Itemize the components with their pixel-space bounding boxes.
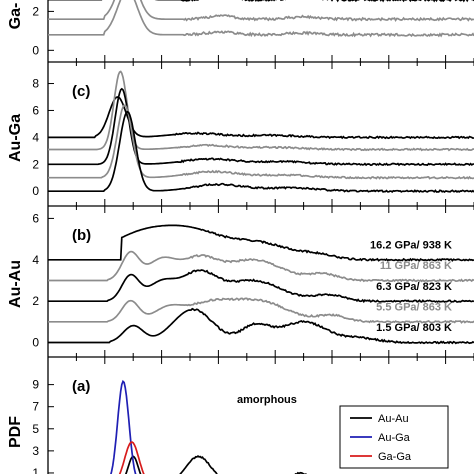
panel-label: (c) (72, 83, 90, 100)
series-line (48, 0, 474, 3)
series-line (48, 307, 474, 345)
panel-au-ga: 0 2 4 6 8 Au-Ga (c) (7, 61, 474, 206)
y-tick-label: 0 (32, 184, 39, 198)
y-tick-label: 4 (32, 130, 39, 144)
series-annotation: 1.5 GPa/ 803 K (376, 322, 452, 334)
panel-label: (b) (72, 227, 91, 244)
series-line (48, 0, 474, 38)
y-tick-label: 1 (32, 466, 39, 474)
y-tick-label: 3 (32, 444, 39, 458)
legend-entry: Au-Au (378, 413, 409, 425)
y-tick-label: 5 (32, 422, 39, 436)
y-axis-label: Ga- (7, 3, 24, 30)
series-line (48, 0, 474, 22)
legend-entry: Ga-Ga (378, 451, 412, 463)
series-line (48, 224, 474, 262)
y-tick-label: 6 (32, 211, 39, 225)
series-annotation: 6.3 GPa/ 823 K (376, 281, 452, 293)
series-line (48, 104, 474, 180)
series-line (48, 70, 474, 152)
y-axis-label: Au-Au (7, 260, 24, 308)
y-tick-label: 0 (32, 43, 39, 57)
y-tick-label: 2 (32, 157, 39, 171)
legend-entry: Au-Ga (378, 432, 411, 444)
series-line (48, 87, 474, 167)
panel-au-au: 0 2 4 6 Au-Au (b) 16.2 GPa/ 938 K 11 GPa/ 863 K… (7, 205, 474, 357)
y-tick-label: 8 (32, 77, 39, 91)
series-annotation: 5.5 GPa/ 863 K (376, 301, 452, 313)
y-axis-label: Au-Ga (7, 114, 24, 162)
y-tick-label: 0 (32, 336, 39, 350)
y-tick-label: 6 (32, 103, 39, 117)
legend: Au-Au Au-Ga Ga-Ga (339, 405, 449, 469)
panel-ga-ga: 0 2 Ga- (7, 0, 474, 62)
series-line (48, 250, 474, 283)
y-axis-label: PDF (7, 416, 24, 448)
series-line (48, 269, 474, 304)
series-line (110, 379, 137, 474)
y-tick-label: 7 (32, 400, 39, 414)
series-annotation: 11 GPa/ 863 K (380, 260, 452, 272)
panel-pdf: 1 3 5 7 9 PDF (a) amorphous Au-Au Au-Ga Ga-Ga (7, 356, 474, 474)
panel-label: (a) (72, 378, 90, 395)
y-tick-label: 4 (32, 253, 39, 267)
y-tick-label: 2 (32, 4, 39, 18)
series-line (48, 110, 474, 194)
y-tick-label: 2 (32, 294, 39, 308)
series-annotation: 16.2 GPa/ 938 K (370, 239, 452, 251)
annotation-amorphous: amorphous (237, 394, 297, 406)
y-tick-label: 9 (32, 378, 39, 392)
series-line (48, 297, 474, 324)
